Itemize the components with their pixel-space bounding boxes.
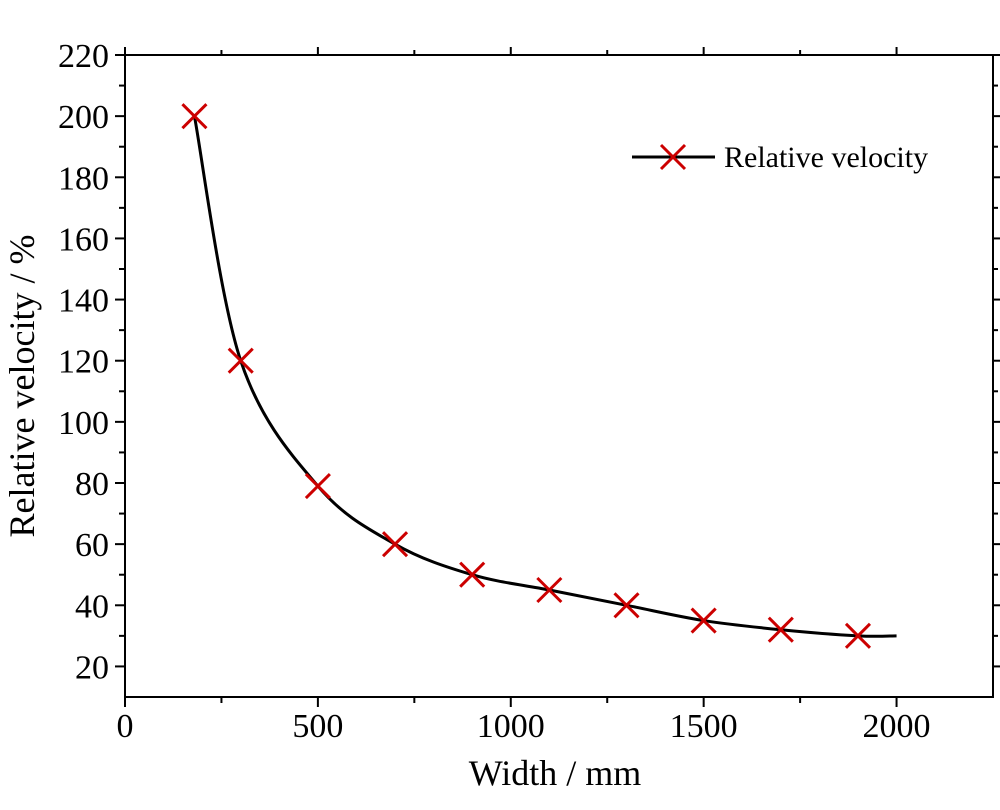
plot-frame [124, 54, 994, 698]
y-tick-label: 120 [58, 344, 109, 381]
series-layer [181, 103, 897, 649]
y-tick-label: 80 [75, 466, 109, 503]
data-point-marker [227, 347, 254, 374]
y-tick-label: 20 [75, 649, 109, 686]
y-tick-label: 60 [75, 527, 109, 564]
y-tick-label: 200 [58, 99, 109, 136]
marker-stroke [181, 103, 208, 130]
y-tick-label: 160 [58, 221, 109, 258]
y-axis-title: Relative velocity / % [2, 235, 42, 538]
data-point-marker [844, 622, 872, 649]
y-tick-label: 100 [58, 405, 109, 442]
data-point-marker [613, 592, 640, 619]
data-point-marker [767, 616, 794, 643]
x-tick-label: 500 [292, 708, 343, 745]
marker-stroke [767, 616, 794, 643]
marker-stroke [536, 576, 563, 604]
y-axis: 20 40 60 80 100 120 140 160 180 200 220 [58, 38, 1000, 686]
y-tick-label: 220 [58, 38, 109, 75]
marker-stroke [844, 622, 872, 649]
legend-label: Relative velocity [724, 141, 928, 174]
plot-border [124, 54, 994, 698]
marker-stroke [227, 347, 254, 374]
marker-stroke [381, 531, 409, 558]
x-axis-title: Width / mm [469, 753, 642, 793]
y-tick-label: 40 [75, 588, 109, 625]
marker-stroke [304, 472, 331, 500]
marker-stroke [690, 607, 717, 634]
x-tick-label: 2000 [863, 708, 931, 745]
data-point-marker [304, 472, 331, 500]
x-axis: 0 500 1000 1500 2000 [117, 47, 931, 745]
legend-marker [659, 143, 687, 171]
marker-stroke [613, 592, 640, 619]
x-tick-label: 0 [117, 708, 134, 745]
data-point-marker [181, 103, 208, 130]
series-line [192, 115, 897, 638]
data-point-marker [536, 576, 563, 604]
x-tick-label: 1500 [670, 708, 738, 745]
marker-stroke [459, 561, 486, 588]
data-point-marker [381, 531, 409, 558]
y-tick-label: 140 [58, 283, 109, 320]
data-point-marker [459, 561, 486, 588]
legend: Relative velocity [632, 141, 928, 174]
y-tick-label: 180 [58, 160, 109, 197]
x-tick-label: 1000 [477, 708, 545, 745]
data-point-marker [690, 607, 717, 634]
